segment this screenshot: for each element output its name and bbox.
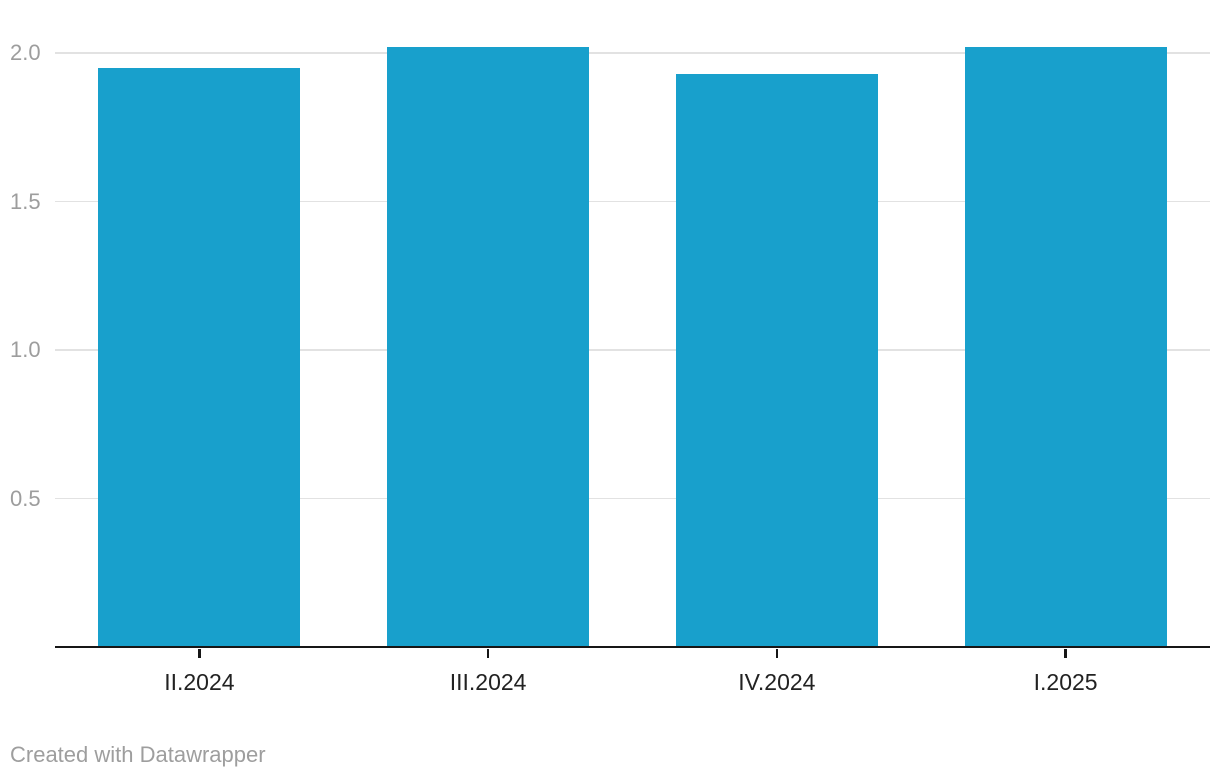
gridline-1.5 [55, 200, 1210, 203]
bar-iii-2024 [387, 47, 590, 647]
gridline-1.0 [55, 349, 1210, 351]
x-axis-line [55, 645, 1210, 648]
bar-i-2025 [964, 47, 1167, 647]
attribution-link[interactable]: Created with Datawrapper [10, 742, 266, 767]
bar-ii-2024 [98, 67, 301, 647]
y-tick-label-2.0: 2.0 [10, 40, 41, 65]
gridline-2.0 [55, 52, 1210, 54]
x-axis-tick-i-2025 [1064, 648, 1067, 658]
y-tick-label-1.0: 1.0 [10, 337, 41, 362]
gridline-0.5 [55, 497, 1210, 500]
y-tick-label-0.5: 0.5 [10, 485, 41, 511]
x-tick-label-iii-2024: III.2024 [449, 669, 527, 695]
x-tick-label-i-2025: I.2025 [1033, 669, 1098, 695]
x-axis-tick-ii-2024 [198, 648, 201, 658]
x-axis-tick-iii-2024 [486, 648, 490, 658]
y-tick-label-1.5: 1.5 [10, 188, 41, 214]
bar-iv-2024 [675, 73, 878, 647]
x-tick-label-ii-2024: II.2024 [164, 669, 235, 695]
x-axis-tick-iv-2024 [775, 648, 779, 658]
x-tick-label-iv-2024: IV.2024 [738, 669, 816, 695]
